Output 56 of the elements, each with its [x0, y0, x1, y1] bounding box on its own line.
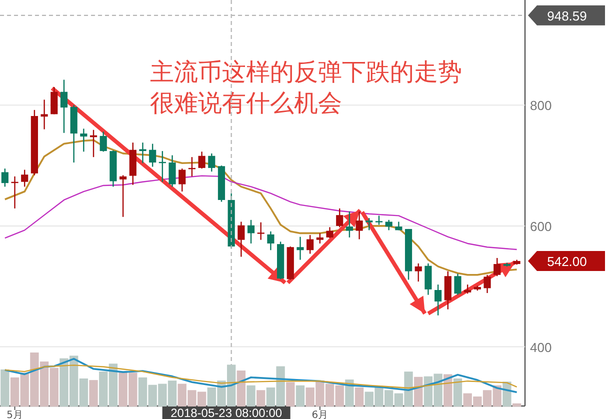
candlestick — [484, 274, 491, 294]
y-tick-label: 400 — [530, 340, 552, 355]
bar — [296, 385, 305, 406]
y-tick-label: 600 — [530, 218, 552, 234]
candlestick — [1, 168, 8, 188]
candlestick — [178, 168, 186, 192]
candlestick — [257, 222, 264, 240]
candlestick — [316, 232, 324, 244]
y-tick-label: 800 — [530, 98, 552, 114]
candlestick — [80, 128, 88, 152]
candlestick — [238, 221, 245, 258]
bar — [89, 380, 98, 406]
candlestick — [424, 262, 432, 296]
x-tick-label: 5月 — [6, 410, 23, 419]
candlestick — [100, 131, 107, 152]
bar — [414, 376, 423, 406]
candlestick — [40, 99, 48, 130]
candlestick — [60, 79, 68, 134]
candlestick — [356, 210, 363, 240]
bar — [512, 403, 522, 406]
annotation: 很难说有什么机会 — [150, 89, 342, 117]
candlestick — [168, 154, 176, 188]
bar — [453, 378, 462, 406]
candlestick — [198, 151, 206, 170]
candlestick — [50, 86, 58, 115]
candlestick — [385, 219, 392, 231]
x-tick-label: 6月 — [312, 410, 328, 419]
bar — [354, 387, 364, 406]
ref-line-label: 2018-05-23 08:00:00 — [170, 406, 282, 419]
candlestick — [149, 143, 156, 168]
candlestick — [454, 273, 462, 296]
bar — [236, 370, 246, 406]
candlestick — [434, 284, 442, 316]
candlestick — [296, 236, 304, 260]
candlestick — [375, 215, 383, 226]
candlestick — [346, 210, 353, 238]
bar — [0, 369, 10, 406]
ref-line-label: 948.59 — [547, 8, 587, 24]
candlestick — [208, 152, 216, 172]
candlestick — [247, 219, 255, 244]
candlestick — [306, 234, 314, 254]
candlestick — [267, 230, 274, 251]
candlestick — [326, 226, 334, 239]
bar — [246, 385, 256, 406]
candlestick — [494, 257, 501, 277]
candlestick — [336, 208, 344, 228]
bar — [256, 390, 266, 406]
candlestick — [139, 142, 146, 164]
candlestick — [414, 262, 422, 282]
bar — [286, 382, 295, 406]
annotation: 542.00 — [547, 254, 587, 269]
annotation: 主流币这样的反弹下跌的走势 — [150, 58, 462, 86]
candlestick — [21, 169, 28, 188]
candlestick — [464, 284, 472, 294]
candlestick — [366, 218, 373, 231]
candlestick — [120, 174, 127, 218]
